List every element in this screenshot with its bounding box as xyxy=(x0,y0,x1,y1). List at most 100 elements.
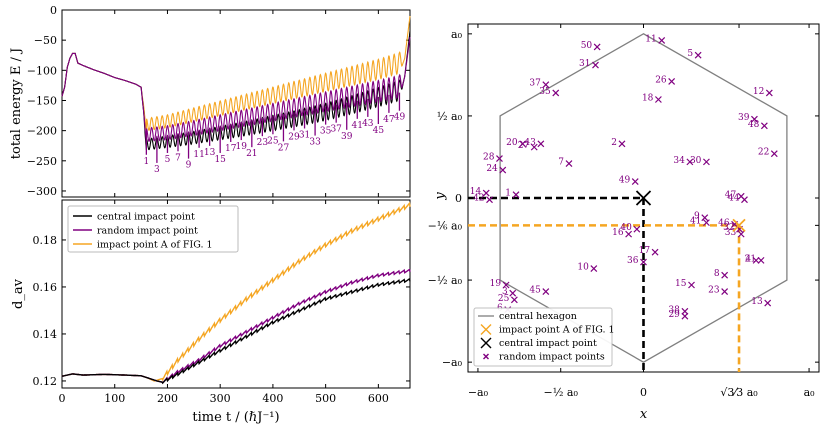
dav-ytick-label: 0.12 xyxy=(33,375,58,388)
dav-series-line xyxy=(61,268,411,385)
random-impact-point xyxy=(681,312,689,320)
impact-point-A xyxy=(732,218,746,233)
dav-xtick-label: 300 xyxy=(210,392,231,405)
random-impact-point xyxy=(686,158,694,166)
random-point-label: 11 xyxy=(645,34,656,44)
random-point-label: 39 xyxy=(738,113,750,123)
random-impact-point xyxy=(486,196,493,204)
random-impact-point xyxy=(592,61,599,69)
lattice-xtick-label: −½ a₀ xyxy=(544,386,579,399)
dav-xtick-label: 500 xyxy=(315,392,336,405)
random-impact-point xyxy=(496,155,503,163)
random-point-label: 44 xyxy=(728,194,740,204)
dav-xtick-label: 200 xyxy=(157,392,178,405)
random-impact-point xyxy=(590,265,598,273)
energy-annotation: 47 xyxy=(383,115,395,125)
energy-annotation: 15 xyxy=(214,155,226,165)
lattice-panel: a₀ ½ a₀ 0 −⅙ a₀ −½ a₀ −a₀ −a₀ −½ a₀ 0 √3⁄3 a₀ a₀ x y… xyxy=(428,23,820,422)
random-point-label: 31 xyxy=(579,59,590,69)
dav-frame xyxy=(61,199,411,389)
random-point-label: 45 xyxy=(529,286,541,296)
dav-legend xyxy=(67,205,239,253)
random-point-label: 17 xyxy=(639,246,651,256)
random-impact-point xyxy=(764,299,772,307)
random-impact-point xyxy=(631,178,639,186)
random-point-label: 2 xyxy=(611,138,617,148)
lattice-ytick-label: a₀ xyxy=(451,28,463,41)
random-impact-point xyxy=(741,196,748,204)
energy-annotation: 3 xyxy=(154,165,160,175)
random-impact-point xyxy=(737,192,745,200)
random-point-label: 50 xyxy=(581,41,593,51)
random-point-label: 13 xyxy=(751,297,763,307)
random-impact-point xyxy=(502,281,510,289)
energy-panel: 0 −50 −100 −150 −200 −250 −300 total energy E /… xyxy=(9,4,411,198)
dav-ytick-label: 0.16 xyxy=(33,281,58,294)
random-point-label: 4 xyxy=(745,254,751,264)
legend-marker xyxy=(480,337,492,349)
energy-annotation: 11 xyxy=(193,150,204,160)
energy-annotation: 19 xyxy=(236,142,248,152)
energy-ytick-label: 0 xyxy=(50,4,57,17)
random-impact-point xyxy=(519,140,527,148)
random-impact-point xyxy=(654,96,662,103)
random-impact-point xyxy=(681,307,689,315)
random-impact-point xyxy=(721,288,729,295)
random-impact-point xyxy=(751,115,758,123)
energy-ytick-label: −200 xyxy=(27,125,57,138)
lattice-legend-label: central hexagon xyxy=(499,311,577,322)
energy-series-line xyxy=(61,37,411,143)
random-point-label: 20 xyxy=(506,138,518,148)
lattice-xtick-label: 0 xyxy=(640,386,647,399)
random-point-label: 29 xyxy=(668,310,680,320)
random-point-label: 34 xyxy=(673,156,685,166)
lattice-ytick-label: −a₀ xyxy=(442,356,463,369)
lattice-ytick-label: ½ a₀ xyxy=(437,110,463,123)
dav-legend-label: central impact point xyxy=(97,212,195,223)
random-point-label: 3 xyxy=(502,287,508,297)
random-point-label: 42 xyxy=(473,194,484,204)
random-impact-point xyxy=(688,281,695,289)
energy-annotation: 35 xyxy=(320,127,332,137)
energy-ytick-label: −150 xyxy=(27,94,57,107)
energy-annotation: 49 xyxy=(394,113,406,123)
energy-annotation: 7 xyxy=(175,153,181,163)
lattice-xtick-label: a₀ xyxy=(804,386,816,399)
random-impact-point xyxy=(752,256,760,264)
random-point-label: 32 xyxy=(723,223,734,233)
random-impact-point xyxy=(702,219,710,227)
random-impact-point xyxy=(668,78,676,85)
random-impact-point xyxy=(618,140,626,148)
random-point-label: 49 xyxy=(619,176,631,186)
dav-xtick-label: 100 xyxy=(104,392,125,405)
random-impact-point xyxy=(694,51,702,59)
dav-xtick-label: 600 xyxy=(368,392,389,405)
random-point-label: 27 xyxy=(518,141,530,151)
random-point-label: 41 xyxy=(690,217,701,227)
energy-annotation: 43 xyxy=(362,119,374,129)
random-impact-point xyxy=(537,140,545,148)
energy-annotation: 41 xyxy=(352,121,363,131)
energy-annotation: 39 xyxy=(341,132,353,142)
random-impact-point xyxy=(542,81,550,89)
random-point-label: 24 xyxy=(486,164,498,174)
random-point-label: 14 xyxy=(470,187,482,197)
lattice-legend-label: random impact points xyxy=(499,352,605,363)
random-impact-point xyxy=(512,191,520,199)
lattice-ytick-label: −⅙ a₀ xyxy=(428,219,463,232)
dav-panel: 0.12 0.14 0.16 0.18 0 100 200 300 400 500 600 time … xyxy=(11,199,411,425)
random-point-label: 46 xyxy=(718,218,730,228)
random-point-label: 33 xyxy=(725,228,737,238)
energy-annotation: 5 xyxy=(165,155,171,165)
dav-ytick-label: 0.14 xyxy=(33,328,58,341)
central-hexagon xyxy=(499,33,788,363)
random-point-label: 25 xyxy=(498,294,510,304)
random-impact-point xyxy=(552,89,560,97)
random-point-label: 16 xyxy=(612,228,624,238)
energy-ylabel: total energy E / J xyxy=(9,48,24,159)
random-impact-point xyxy=(721,271,729,279)
energy-annotation: 21 xyxy=(246,149,257,159)
energy-annotation: 33 xyxy=(309,138,321,148)
lattice-ylabel: y xyxy=(433,192,448,201)
random-point-label: 30 xyxy=(690,156,702,166)
